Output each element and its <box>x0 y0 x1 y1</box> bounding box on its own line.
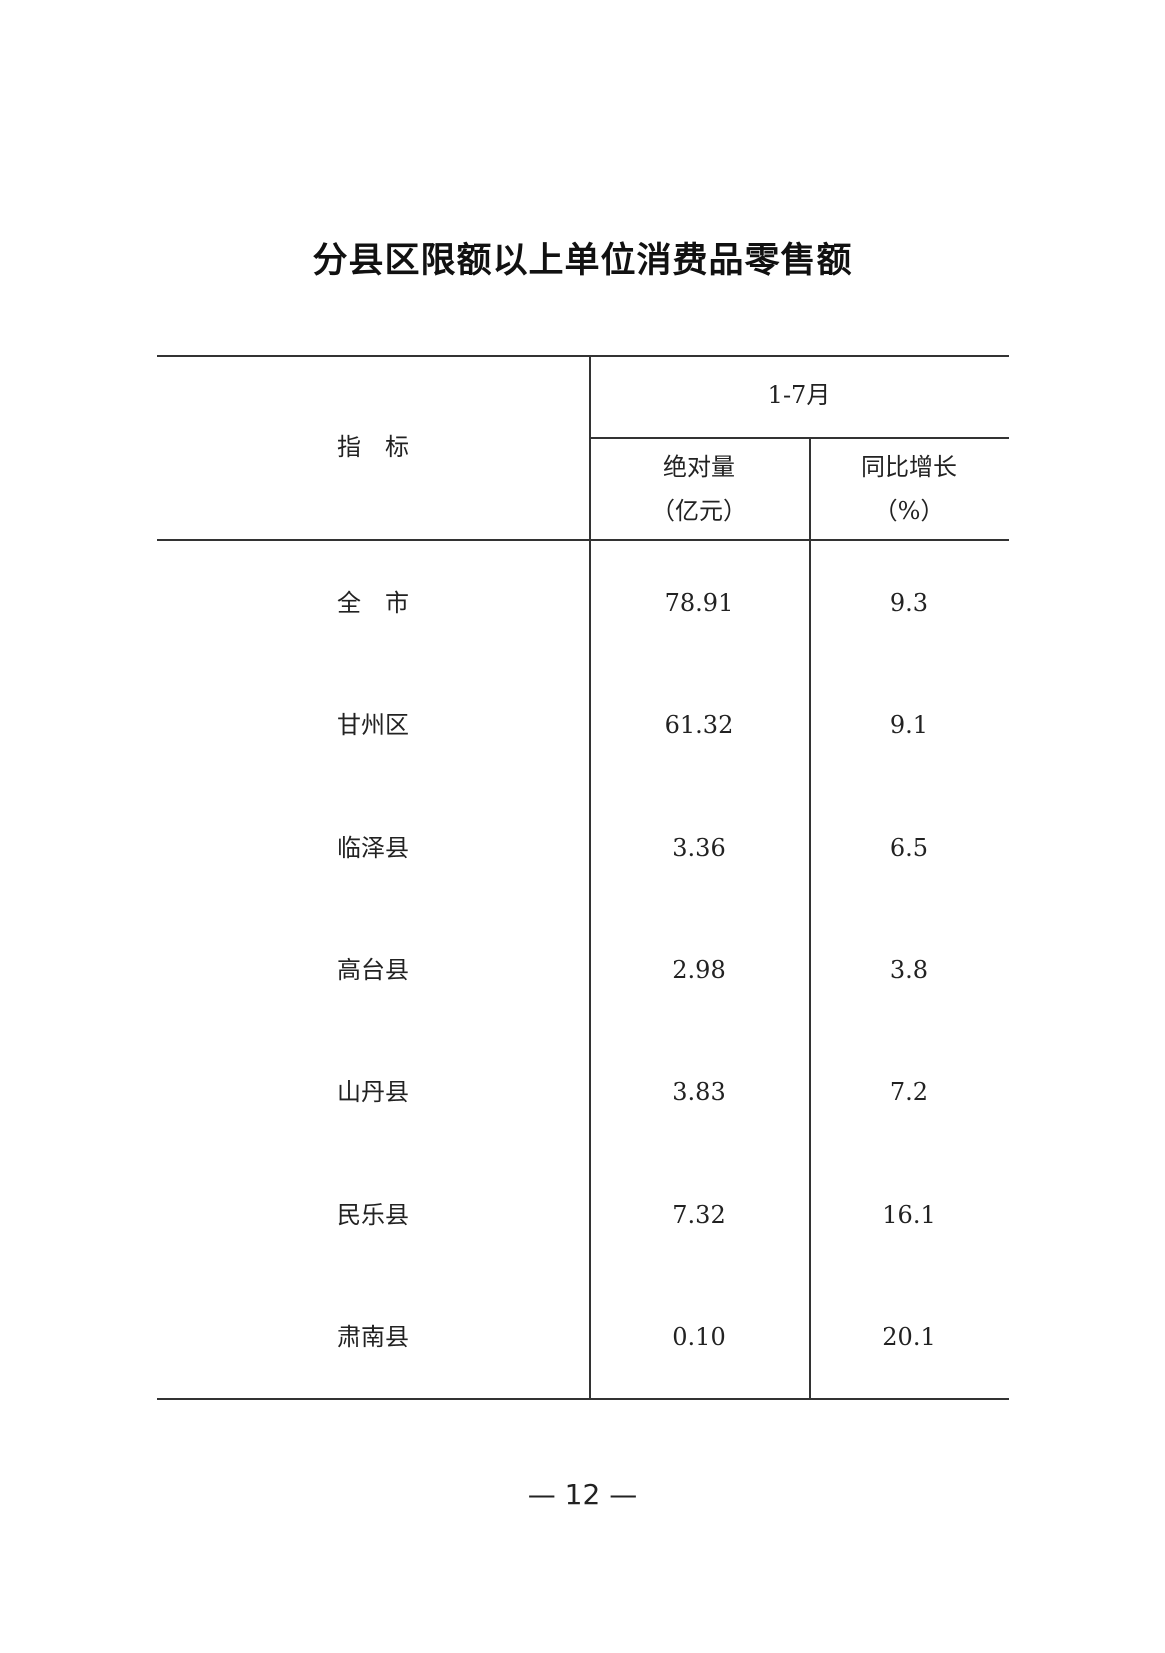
page-number: — 12 — <box>527 1478 638 1511</box>
row-growth: 3.8 <box>889 955 929 984</box>
page-title: 分县区限额以上单位消费品零售额 <box>312 241 853 281</box>
row-name: 全 市 <box>337 589 409 617</box>
row-value: 3.36 <box>672 833 726 862</box>
row-growth: 9.3 <box>889 589 929 617</box>
table-bottom-rule <box>157 1398 1009 1400</box>
row-name: 肃南县 <box>337 1322 409 1351</box>
row-value: 61.32 <box>664 711 734 740</box>
row-growth: 6.5 <box>889 833 929 862</box>
header-growth-label: 同比增长 <box>861 453 957 481</box>
header-value-label: 绝对量 <box>663 453 735 481</box>
row-name: 临泽县 <box>337 833 409 862</box>
header-divider <box>589 437 1009 439</box>
row-value: 78.91 <box>664 589 734 617</box>
row-value: 7.32 <box>672 1200 726 1229</box>
header-growth-unit: （%） <box>873 497 945 525</box>
row-value: 0.10 <box>672 1322 726 1351</box>
row-name: 民乐县 <box>337 1200 409 1229</box>
row-name: 山丹县 <box>337 1078 409 1107</box>
header-bottom-rule <box>157 539 1009 541</box>
row-growth: 20.1 <box>882 1322 936 1351</box>
column-divider <box>809 437 811 1400</box>
row-name: 高台县 <box>337 955 409 984</box>
table-top-rule <box>157 355 1009 357</box>
column-divider <box>589 355 591 1400</box>
row-growth: 9.1 <box>889 711 929 740</box>
header-period: 1-7月 <box>767 381 831 409</box>
row-growth: 16.1 <box>882 1200 936 1229</box>
data-table: 指 标 1-7月 绝对量 （亿元） 同比增长 （%） 全 市 78.91 9.3 甘州… <box>157 355 1009 1400</box>
row-value: 2.98 <box>672 955 726 984</box>
row-growth: 7.2 <box>889 1078 929 1107</box>
header-value-unit: （亿元） <box>651 497 747 525</box>
row-name: 甘州区 <box>337 711 409 740</box>
row-value: 3.83 <box>672 1078 726 1107</box>
header-indicator: 指 标 <box>337 433 409 461</box>
